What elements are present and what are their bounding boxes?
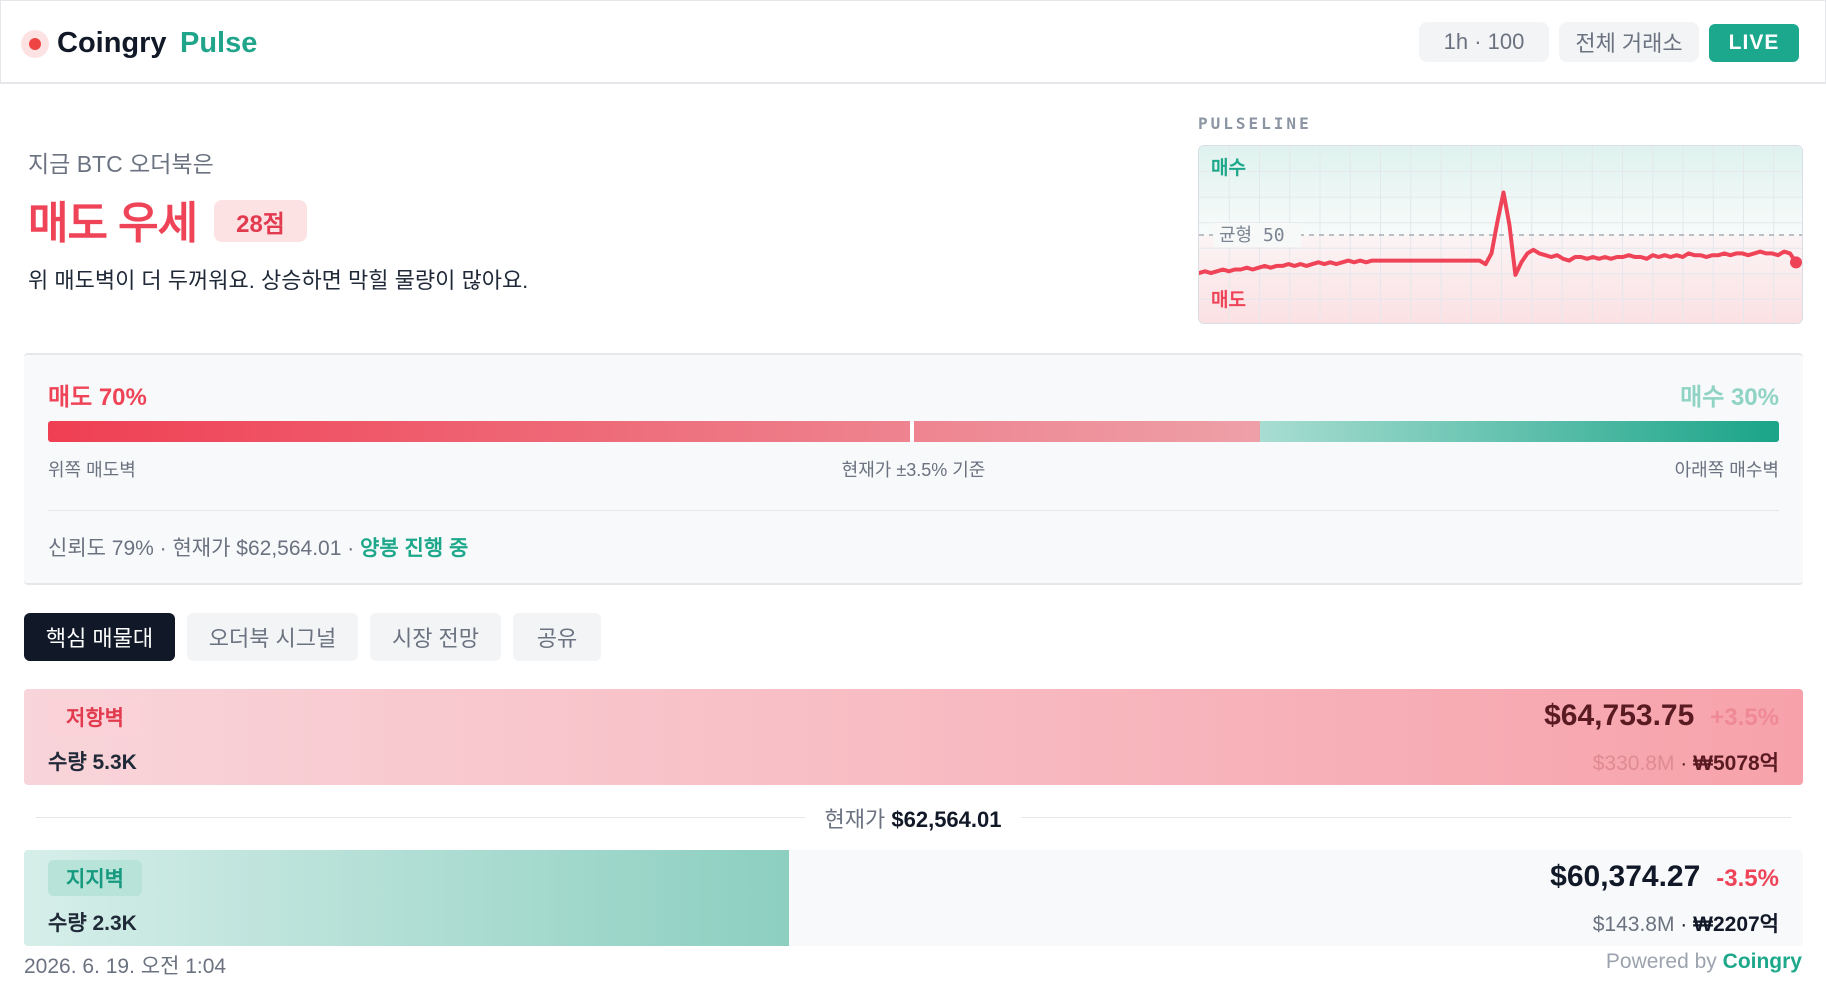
hero-kicker: 지금 BTC 오더북은 (28, 151, 214, 177)
balance-bar-buy (1259, 421, 1779, 442)
support-price: $60,374.27 (1550, 860, 1701, 893)
resistance-wall-row: 저항벽 수량 5.3K $64,753.75 +3.5% $330.8M · ₩… (24, 689, 1803, 785)
timeframe-selector[interactable]: 1h · 100 (1419, 22, 1549, 62)
powered-by: Powered by Coingry (1606, 950, 1802, 974)
support-notional: $143.8M · ₩2207억 (1592, 913, 1779, 936)
balance-bar (48, 421, 1779, 442)
buy-percentage: 매수 30% (1680, 384, 1779, 411)
balance-mid-label: 균형 50 (1219, 225, 1285, 246)
support-tag: 지지벽 (48, 860, 142, 896)
live-badge: LIVE (1709, 24, 1799, 62)
resistance-tag: 저항벽 (48, 699, 142, 735)
divider (48, 510, 1779, 511)
resistance-volume-fill (24, 689, 1803, 785)
product-name: Pulse (180, 27, 258, 59)
caption-buy-wall: 아래쪽 매수벽 (1674, 460, 1779, 480)
support-price-group: $60,374.27 -3.5% (1550, 860, 1779, 894)
tab-share[interactable]: 공유 (513, 613, 601, 661)
pulse-series-line (1199, 190, 1798, 277)
tab-market-outlook[interactable]: 시장 전망 (370, 613, 501, 661)
resistance-usd: $330.8M (1592, 752, 1675, 775)
pulseline-chart: 균형 50 매수 매도 (1198, 145, 1803, 324)
support-volume-fill (24, 850, 789, 946)
confidence-meta: 신뢰도 79% · 현재가 $62,564.01 · 양봉 진행 중 (48, 532, 468, 562)
score-badge: 28점 (214, 200, 307, 242)
brand-name[interactable]: Coingry (57, 27, 167, 59)
current-price-label: 현재가 $62,564.01 (0, 802, 1826, 834)
tab-key-levels[interactable]: 핵심 매물대 (24, 613, 175, 661)
current-price-caption: 현재가 (824, 807, 886, 832)
buy-zone-label: 매수 (1211, 157, 1246, 179)
pulse-end-point (1790, 256, 1802, 269)
caption-sell-wall: 위쪽 매도벽 (48, 460, 136, 480)
current-price-value: $62,564.01 (891, 807, 1002, 832)
resistance-change: +3.5% (1710, 704, 1779, 731)
candle-trend: 양봉 진행 중 (360, 537, 469, 560)
timestamp: 2026. 6. 19. 오전 1:04 (24, 955, 227, 978)
resistance-notional: $330.8M · ₩5078억 (1592, 752, 1779, 775)
hero-description: 위 매도벽이 더 두꺼워요. 상승하면 막힐 물량이 많아요. (28, 268, 529, 293)
exchange-selector[interactable]: 전체 거래소 (1559, 22, 1699, 62)
sell-zone (1199, 235, 1802, 323)
powered-by-brand-link[interactable]: Coingry (1722, 950, 1802, 973)
app-header: Coingry Pulse 1h · 100 전체 거래소 LIVE (0, 0, 1826, 84)
sell-percentage: 매도 70% (48, 384, 147, 411)
resistance-price-group: $64,753.75 +3.5% (1544, 699, 1779, 733)
caption-range: 현재가 ±3.5% 기준 (841, 460, 986, 480)
balance-bar-sell (48, 421, 1260, 442)
support-krw: ₩2207억 (1693, 913, 1779, 936)
buy-zone (1199, 146, 1802, 235)
support-wall-row: 지지벽 수량 2.3K $60,374.27 -3.5% $143.8M · ₩… (24, 850, 1803, 946)
live-dot-icon (21, 30, 49, 58)
balance-card: 매도 70% 매수 30% 위쪽 매도벽 현재가 ±3.5% 기준 아래쪽 매수… (24, 353, 1803, 585)
support-qty: 수량 2.3K (48, 912, 137, 935)
pulseline-label: PULSELINE (1198, 114, 1312, 133)
confidence-text: 신뢰도 79% · 현재가 $62,564.01 · (48, 537, 361, 560)
balance-bar-center-marker (910, 419, 914, 444)
mid-label-bg (1213, 223, 1301, 247)
support-change: -3.5% (1716, 865, 1779, 892)
resistance-qty: 수량 5.3K (48, 751, 137, 774)
pulseline-svg: 균형 50 매수 매도 (1199, 146, 1802, 323)
hero-title: 매도 우세 (28, 199, 198, 248)
resistance-krw: ₩5078억 (1693, 752, 1779, 775)
support-usd: $143.8M (1592, 913, 1675, 936)
powered-by-prefix: Powered by (1605, 950, 1717, 973)
resistance-price: $64,753.75 (1544, 699, 1695, 732)
sell-zone-label: 매도 (1211, 289, 1246, 311)
tab-orderbook-signal[interactable]: 오더북 시그널 (187, 613, 358, 661)
